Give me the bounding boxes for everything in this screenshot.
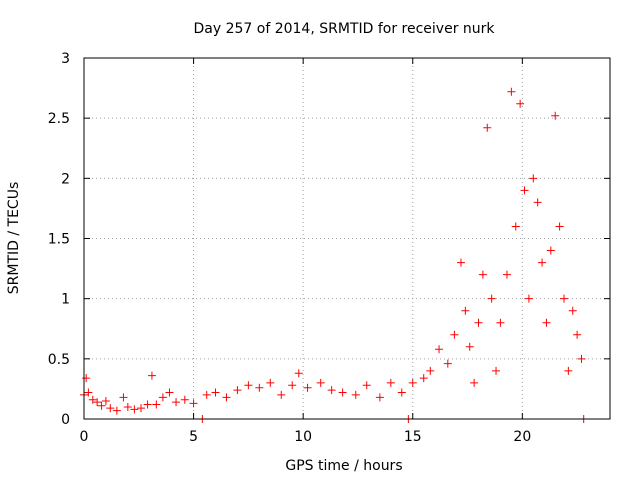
data-point — [461, 306, 470, 315]
data-point — [106, 404, 115, 413]
x-tick-label: 0 — [80, 429, 89, 445]
y-tick-label: 1.5 — [48, 232, 70, 248]
data-point — [101, 396, 110, 405]
data-point — [351, 390, 360, 399]
data-point — [123, 402, 132, 411]
x-tick-label: 5 — [189, 429, 198, 445]
data-point — [189, 399, 198, 408]
x-tick-label: 15 — [404, 429, 422, 445]
data-point — [158, 393, 167, 402]
data-point — [211, 388, 220, 397]
data-point — [294, 369, 303, 378]
data-point — [573, 330, 582, 339]
y-axis-title: SRMTID / TECUs — [6, 182, 22, 295]
x-axis-title: GPS time / hours — [285, 458, 402, 474]
data-point — [492, 366, 501, 375]
data-point — [496, 318, 505, 327]
x-tick-label: 10 — [294, 429, 312, 445]
grid — [84, 58, 610, 419]
data-point — [577, 354, 586, 363]
y-tick-label: 1 — [61, 292, 70, 308]
data-point — [147, 371, 156, 380]
tick-labels: 0 0.5 1 1.5 2 2.5 3 0 5 10 15 20 — [48, 51, 532, 445]
data-point — [478, 270, 487, 279]
data-point — [165, 388, 174, 397]
data-point — [119, 393, 128, 402]
data-point — [397, 388, 406, 397]
data-point — [470, 378, 479, 387]
data-point — [362, 381, 371, 390]
data-point — [542, 318, 551, 327]
data-point — [202, 390, 211, 399]
data-point — [82, 374, 91, 383]
data-point — [555, 222, 564, 231]
data-point — [435, 345, 444, 354]
y-tick-label: 2 — [61, 171, 70, 187]
data-point — [483, 123, 492, 132]
data-point — [487, 294, 496, 303]
data-point — [546, 246, 555, 255]
data-point — [568, 306, 577, 315]
data-point — [266, 378, 275, 387]
data-point — [529, 174, 538, 183]
data-points — [80, 87, 588, 423]
data-point — [426, 366, 435, 375]
y-tick-label: 0.5 — [48, 352, 70, 368]
data-point — [136, 404, 145, 413]
data-point — [386, 378, 395, 387]
data-point — [564, 366, 573, 375]
data-point — [97, 401, 106, 410]
data-point — [443, 359, 452, 368]
data-point — [450, 330, 459, 339]
data-point — [474, 318, 483, 327]
plot-frame — [83, 57, 611, 420]
data-point — [84, 388, 93, 397]
data-point — [533, 198, 542, 207]
data-point — [559, 294, 568, 303]
data-point — [233, 386, 242, 395]
data-point — [130, 405, 139, 414]
data-point — [112, 406, 121, 415]
data-point — [327, 386, 336, 395]
y-tick-label: 2.5 — [48, 111, 70, 127]
data-point — [244, 381, 253, 390]
data-point — [88, 395, 97, 404]
data-point — [465, 342, 474, 351]
data-point — [338, 388, 347, 397]
data-point — [152, 400, 161, 409]
data-point — [255, 383, 264, 392]
data-point — [316, 378, 325, 387]
data-point — [172, 398, 181, 407]
data-point — [520, 186, 529, 195]
data-point — [502, 270, 511, 279]
y-tick-label: 3 — [61, 51, 70, 67]
data-point — [419, 374, 428, 383]
data-point — [551, 111, 560, 120]
data-point — [288, 381, 297, 390]
data-point — [511, 222, 520, 231]
chart-title: Day 257 of 2014, SRMTID for receiver nur… — [193, 21, 495, 37]
data-point — [222, 393, 231, 402]
y-tick-label: 0 — [61, 412, 70, 428]
data-point — [303, 383, 312, 392]
x-tick-label: 20 — [513, 429, 531, 445]
data-point — [93, 398, 102, 407]
data-point — [277, 390, 286, 399]
axis-ticks — [83, 57, 610, 420]
data-point — [538, 258, 547, 267]
data-point — [408, 378, 417, 387]
data-point — [516, 99, 525, 108]
data-point — [375, 393, 384, 402]
data-point — [456, 258, 465, 267]
data-point — [507, 87, 516, 96]
data-point — [180, 395, 189, 404]
data-point — [143, 400, 152, 409]
data-point — [524, 294, 533, 303]
